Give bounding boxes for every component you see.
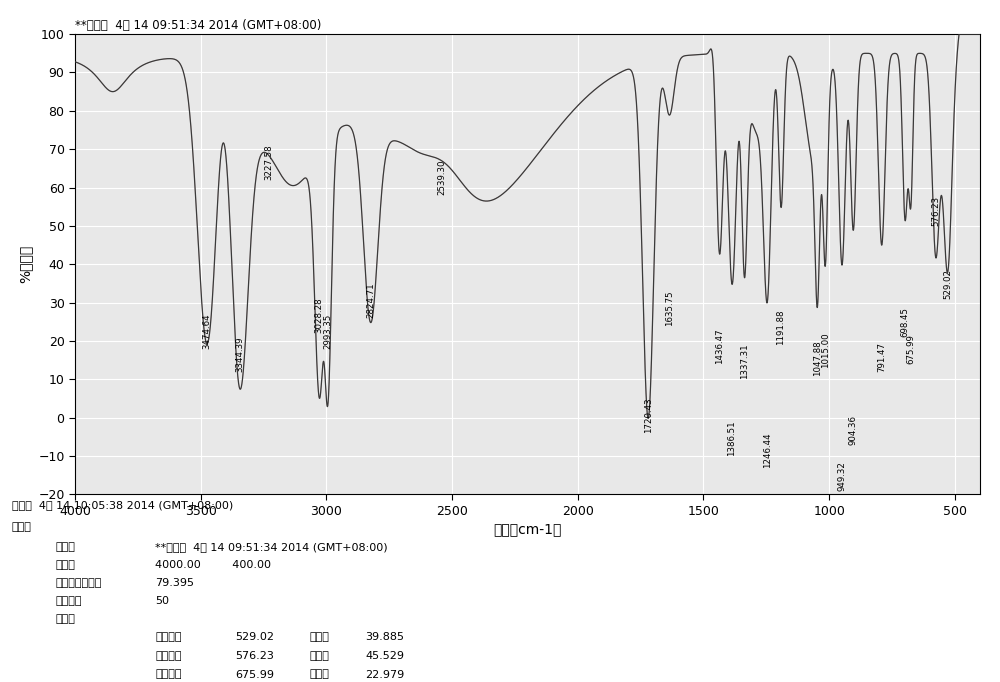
Text: 1337.31: 1337.31: [740, 344, 749, 379]
Text: 79.395: 79.395: [155, 578, 194, 588]
X-axis label: 波数（cm-1）: 波数（cm-1）: [493, 522, 562, 536]
Text: 谱图：: 谱图：: [55, 542, 75, 552]
Text: 675.99: 675.99: [235, 670, 274, 679]
Text: 星期一  4月 14 10:05:38 2014 (GMT+08:00): 星期一 4月 14 10:05:38 2014 (GMT+08:00): [12, 500, 233, 510]
Text: 1191.88: 1191.88: [776, 310, 785, 345]
Text: 标峰：: 标峰：: [12, 522, 32, 532]
Text: 576.23: 576.23: [235, 651, 274, 661]
Text: 峰位置：: 峰位置：: [155, 670, 182, 679]
Text: 22.979: 22.979: [365, 670, 404, 679]
Text: 45.529: 45.529: [365, 651, 404, 661]
Text: 强度：: 强度：: [310, 670, 330, 679]
Text: 50: 50: [155, 596, 169, 606]
Y-axis label: %透过率: %透过率: [19, 245, 33, 284]
Text: 1047.88: 1047.88: [813, 340, 822, 376]
Text: 灵敏度：: 灵敏度：: [55, 596, 82, 606]
Text: 强度：: 强度：: [310, 651, 330, 661]
Text: 范围：: 范围：: [55, 560, 75, 570]
Text: 1386.51: 1386.51: [728, 421, 737, 456]
Text: 1720.43: 1720.43: [644, 398, 653, 433]
Text: 529.02: 529.02: [943, 269, 952, 299]
Text: 1015.00: 1015.00: [821, 332, 830, 368]
Text: **星期一  4月 14 09:51:34 2014 (GMT+08:00): **星期一 4月 14 09:51:34 2014 (GMT+08:00): [155, 542, 388, 552]
Text: 4000.00         400.00: 4000.00 400.00: [155, 560, 271, 570]
Text: 576.23: 576.23: [931, 196, 940, 226]
Text: 峰位置：: 峰位置：: [155, 632, 182, 642]
Text: 2993.35: 2993.35: [324, 313, 333, 349]
Text: 强度：: 强度：: [310, 632, 330, 642]
Text: 3028.28: 3028.28: [315, 298, 324, 333]
Text: 3474.64: 3474.64: [203, 313, 212, 349]
Text: 904.36: 904.36: [849, 415, 858, 445]
Text: 949.32: 949.32: [837, 461, 846, 490]
Text: **星期一  4月 14 09:51:34 2014 (GMT+08:00): **星期一 4月 14 09:51:34 2014 (GMT+08:00): [75, 18, 321, 31]
Text: 698.45: 698.45: [900, 307, 909, 337]
Text: 1635.75: 1635.75: [665, 290, 674, 325]
Text: 1246.44: 1246.44: [763, 432, 772, 468]
Text: 675.99: 675.99: [906, 334, 915, 364]
Text: 39.885: 39.885: [365, 632, 404, 642]
Text: 2539.30: 2539.30: [438, 160, 447, 195]
Text: 2824.71: 2824.71: [366, 282, 375, 318]
Text: 3227.58: 3227.58: [265, 145, 274, 180]
Text: 1436.47: 1436.47: [715, 329, 724, 364]
Text: 3344.39: 3344.39: [235, 336, 244, 372]
Text: 峰表：: 峰表：: [55, 614, 75, 624]
Text: （绝对）阈値：: （绝对）阈値：: [55, 578, 101, 588]
Text: 峰位置：: 峰位置：: [155, 651, 182, 661]
Text: 791.47: 791.47: [877, 342, 886, 372]
Text: 529.02: 529.02: [235, 632, 274, 642]
